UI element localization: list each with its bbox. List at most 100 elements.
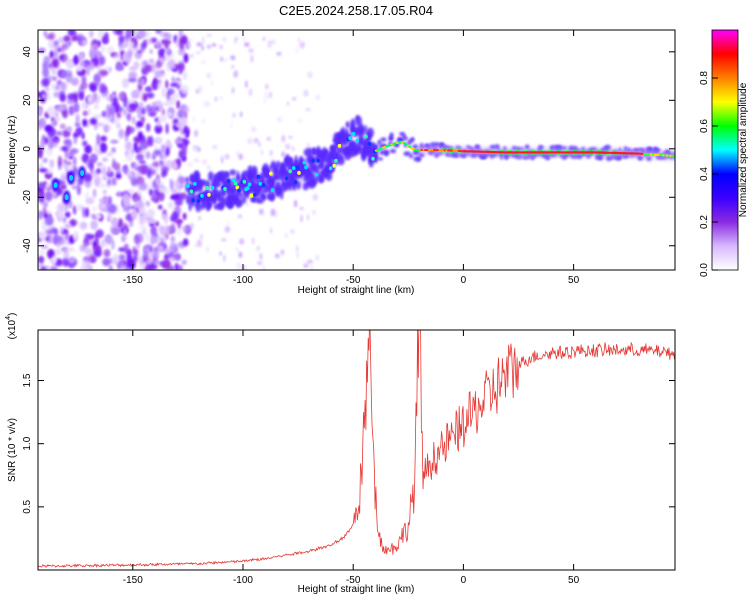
sparse-speckle [206,247,209,252]
sparse-speckle [265,83,269,90]
ridge-rim-top [504,150,507,151]
noise-speckle [54,50,59,58]
ridge-rim-bottom [555,153,557,155]
noise-speckle [117,190,121,197]
sparse-speckle [315,94,321,101]
ridge-halo [411,137,415,142]
ridge-rim-top [589,150,592,151]
sparse-speckle [193,117,195,121]
noise-speckle [171,76,176,83]
ridge-core [334,158,338,163]
ridge-rim-top [623,150,626,152]
noise-speckle [92,188,97,198]
sparse-speckle [247,137,253,144]
early-feature-core [64,194,69,201]
noise-speckle [162,209,167,215]
sparse-speckle [238,214,242,219]
noise-speckle [42,93,46,99]
ridge-core [210,185,215,190]
noise-speckle [44,215,54,226]
noise-speckle [64,148,69,159]
ridge-core [295,165,300,170]
ridge-rim-top [491,149,494,151]
ridge-rim-bottom [547,153,549,155]
ridge-rim-bottom [576,153,578,155]
sparse-speckle [288,135,293,139]
noise-speckle [70,77,80,86]
noise-speckle [76,184,81,196]
ridge-rim-bottom [444,151,446,153]
noise-speckle [126,40,135,49]
noise-speckle [150,225,157,237]
ridge-core [297,170,301,175]
ridge-rim-bottom [494,153,496,155]
ridge-rim-top [594,150,597,151]
ridge-core [332,163,337,168]
sparse-speckle [307,71,313,79]
spectrogram-x-label: Height of straight line (km) [298,285,415,296]
ridge-core [269,171,273,176]
noise-speckle [48,250,55,257]
noise-speckle [165,186,169,196]
snr-ticks: -150 -100 -50 0 50 0.5 1.0 1.5 [22,330,675,586]
sparse-speckle [234,37,237,45]
ridge-rim-bottom [510,153,512,155]
noise-speckle [116,111,122,119]
sparse-speckle [219,251,222,256]
ridge-rim-top [615,150,618,152]
ridge-rim-top [634,151,636,152]
noise-speckle [68,165,74,172]
sparse-speckle [193,147,199,152]
sparse-speckle [297,118,303,123]
noise-speckle [73,156,77,167]
noise-speckle [156,73,166,78]
noise-speckle [143,250,149,260]
noise-speckle [46,209,51,216]
noise-speckle [183,53,189,64]
ridge-halo [366,127,374,138]
ridge-rim-bottom [584,153,586,155]
noise-speckle [38,47,46,54]
colorbar: 0.0 0.2 0.4 0.6 0.8 Normalized spectral ampl… [699,29,749,277]
noise-speckle [160,144,166,154]
noise-speckle [166,90,171,101]
ridge-rim-top [481,149,483,151]
ridge-rim-bottom [568,153,570,155]
ridge-rim-bottom [470,152,473,154]
noise-speckle [137,49,143,54]
noise-speckle [172,93,180,100]
ridge-rim-bottom [557,153,560,155]
ridge-rim-top [459,148,462,150]
noise-speckle [73,136,78,145]
y-tick-label: 20 [22,94,33,106]
noise-speckle [140,116,146,123]
ridge-rim-top [457,148,459,150]
noise-speckle [162,151,166,163]
noise-speckle [65,144,71,152]
x-tick-label: 50 [568,275,580,286]
noise-speckle [115,64,125,71]
noise-speckle [170,242,175,251]
noise-speckle [177,109,185,119]
ridge-core [189,189,194,194]
noise-speckle [57,210,64,218]
sparse-speckle [305,108,311,112]
sparse-speckle [239,238,245,245]
noise-speckle [130,209,138,220]
noise-speckle [99,55,106,66]
sparse-speckle [238,153,243,160]
ridge-rim-top [626,151,629,152]
ridge-rim-top [549,150,552,151]
noise-speckle [51,254,58,265]
noise-speckle [147,208,155,218]
noise-speckle [53,235,63,243]
x-tick-label: -150 [123,275,143,286]
noise-speckle [158,113,168,123]
ridge-rim-top [473,149,475,150]
sparse-speckle [238,251,243,259]
sparse-speckle [303,89,309,97]
noise-speckle [152,248,160,260]
ridge-rim-bottom [586,153,589,155]
ridge-core [371,156,375,161]
sparse-speckle [270,39,277,44]
